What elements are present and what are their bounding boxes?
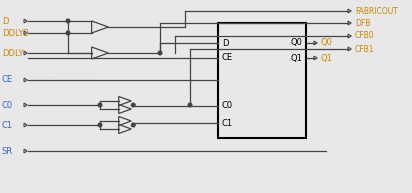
Circle shape — [188, 103, 192, 107]
Circle shape — [98, 103, 102, 107]
Text: C1: C1 — [222, 119, 233, 128]
Text: Q0: Q0 — [290, 38, 302, 47]
Text: Q1: Q1 — [321, 53, 333, 63]
Text: DDLY: DDLY — [2, 48, 23, 58]
Circle shape — [131, 123, 135, 127]
Text: CFB0: CFB0 — [355, 31, 375, 41]
Bar — [218, 23, 306, 138]
Circle shape — [158, 51, 162, 55]
Text: Q1: Q1 — [290, 53, 302, 63]
Text: C1: C1 — [2, 120, 13, 130]
Text: CE: CE — [222, 53, 233, 63]
Text: SR: SR — [2, 146, 13, 156]
Text: CFB1: CFB1 — [355, 45, 375, 53]
Text: D: D — [222, 38, 229, 47]
Text: D: D — [2, 16, 9, 25]
Circle shape — [66, 19, 70, 23]
Text: DDLY2: DDLY2 — [2, 29, 29, 37]
Text: Q0: Q0 — [321, 38, 333, 47]
Circle shape — [98, 123, 102, 127]
Text: FABRICOUT: FABRICOUT — [355, 7, 398, 15]
Text: CE: CE — [2, 75, 13, 85]
Text: C0: C0 — [222, 102, 233, 111]
Text: DFB: DFB — [355, 19, 370, 27]
Text: C0: C0 — [2, 101, 13, 109]
Circle shape — [66, 31, 70, 35]
Circle shape — [131, 103, 135, 107]
